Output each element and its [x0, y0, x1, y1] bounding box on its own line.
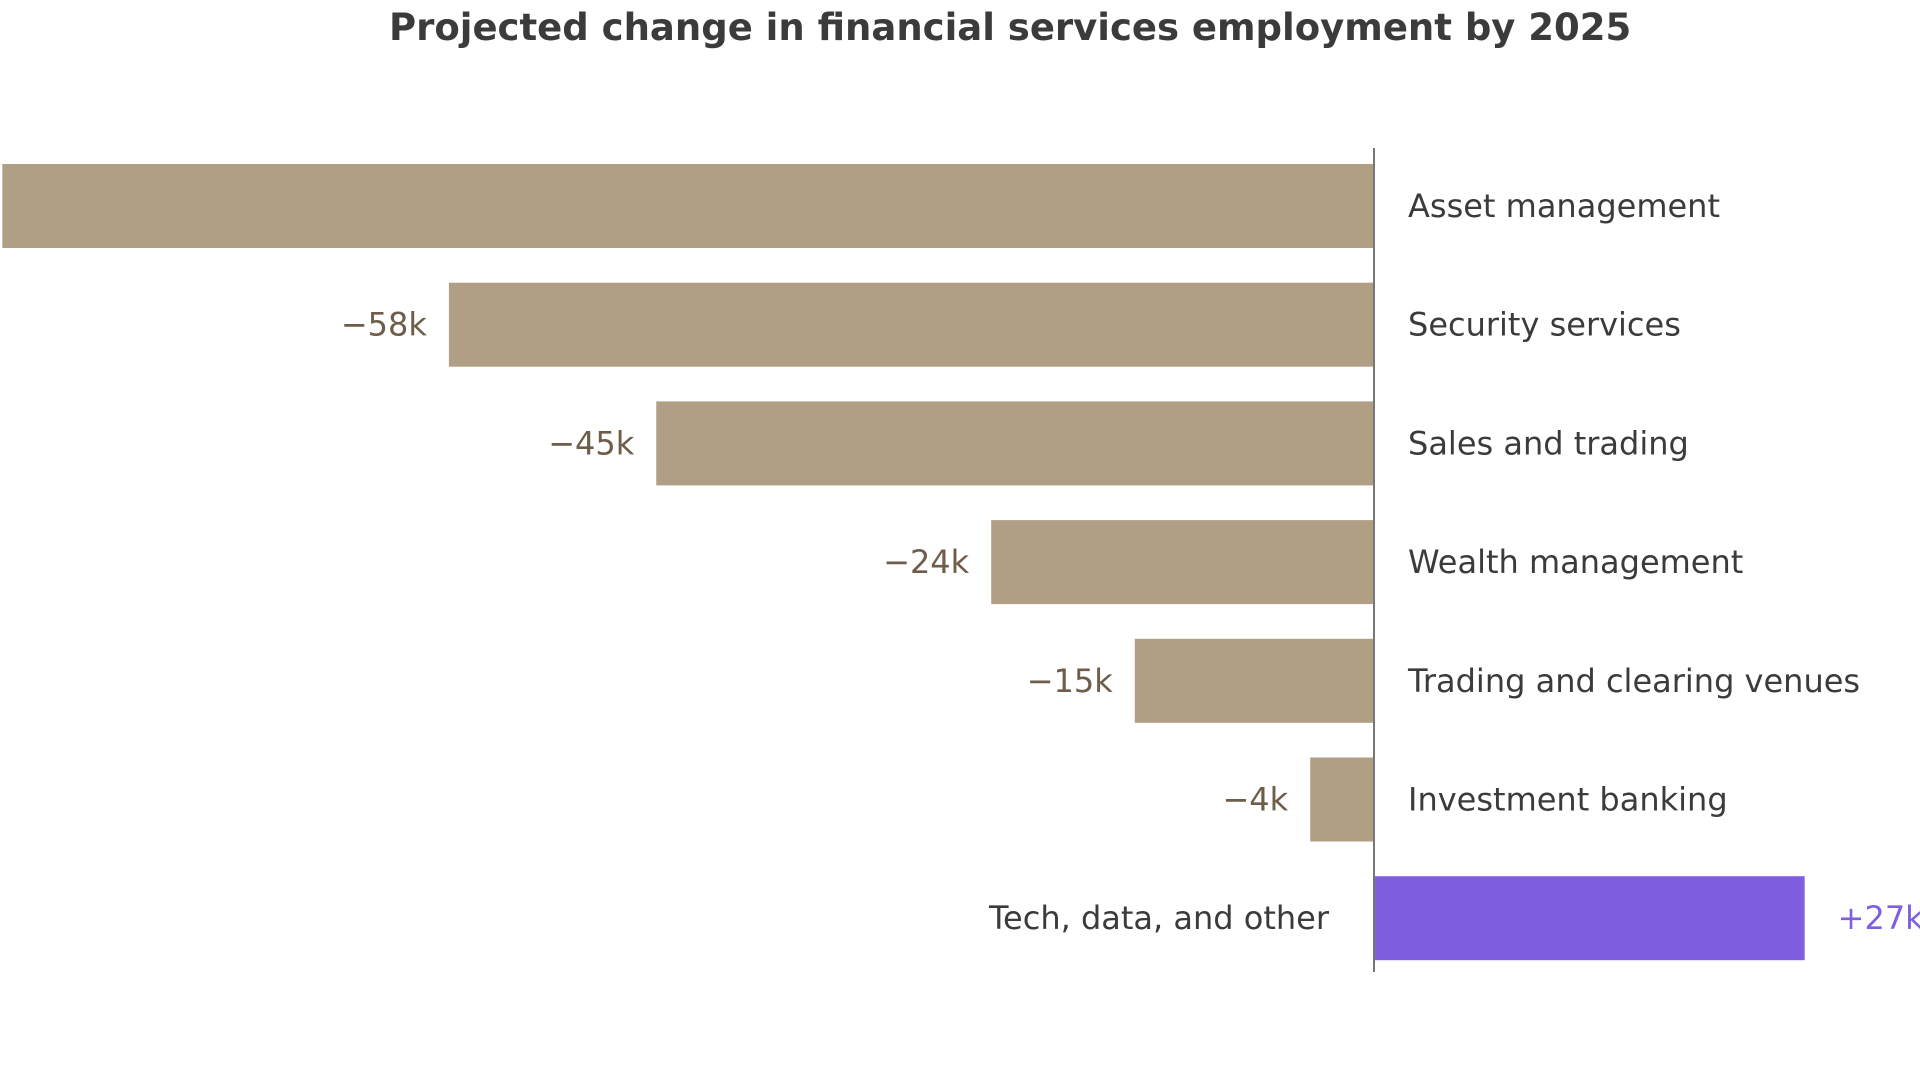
value-label-3: −24k: [883, 543, 970, 581]
bar-5: [1310, 757, 1374, 842]
category-label-5: Investment banking: [1408, 781, 1728, 819]
chart-title: Projected change in financial services e…: [389, 6, 1631, 49]
category-label-0: Asset management: [1408, 187, 1720, 225]
bars-group: Asset management Security services −58k Sal…: [2, 164, 1920, 961]
value-label-6: +27k: [1838, 899, 1920, 937]
value-label-4: −15k: [1027, 662, 1114, 700]
category-label-1: Security services: [1408, 306, 1681, 344]
bar-0: [2, 164, 1374, 248]
bar-1: [448, 282, 1374, 367]
value-label-1: −58k: [341, 306, 428, 344]
category-label-4: Trading and clearing venues: [1407, 662, 1860, 700]
bar-6: [1374, 876, 1805, 961]
value-label-5: −4k: [1222, 781, 1288, 819]
bar-3: [991, 520, 1374, 605]
value-label-2: −45k: [548, 424, 635, 462]
category-label-6: Tech, data, and other: [988, 899, 1330, 937]
bar-2: [656, 401, 1374, 486]
bar-4: [1134, 638, 1374, 723]
category-label-2: Sales and trading: [1408, 424, 1689, 462]
category-label-3: Wealth management: [1408, 543, 1743, 581]
